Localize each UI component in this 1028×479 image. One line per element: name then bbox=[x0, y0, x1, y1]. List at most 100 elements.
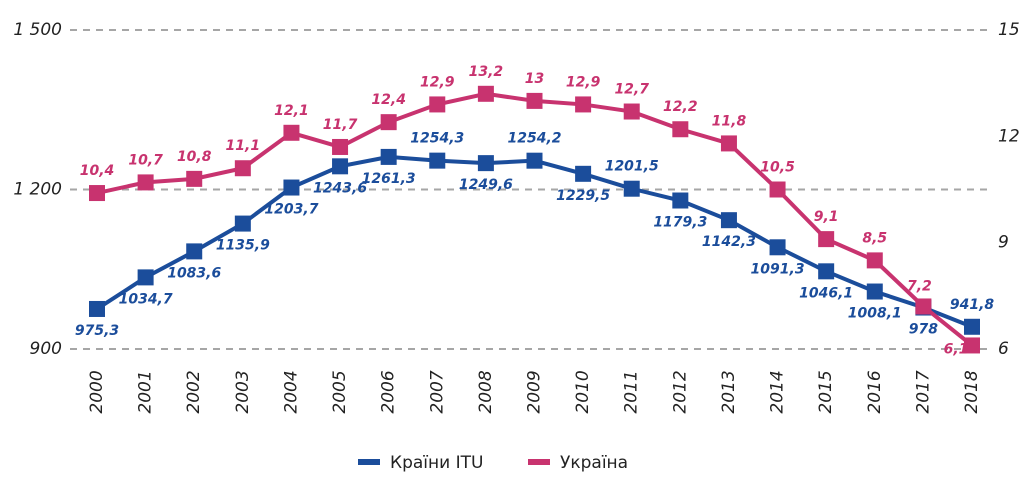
marker bbox=[964, 337, 980, 354]
data-label: 9,1 bbox=[814, 209, 839, 225]
x-tick-label: 2002 bbox=[184, 370, 204, 413]
marker bbox=[137, 269, 154, 286]
marker bbox=[477, 155, 494, 172]
x-tick-label: 2006 bbox=[379, 370, 399, 413]
y2-tick-label: 15 bbox=[998, 20, 1020, 40]
data-label: 12,1 bbox=[274, 103, 309, 119]
marker bbox=[234, 160, 251, 177]
data-label: 12,9 bbox=[566, 74, 601, 90]
y-tick-label: 900 bbox=[30, 339, 62, 359]
data-label: 13 bbox=[525, 71, 544, 87]
marker bbox=[818, 263, 835, 280]
marker bbox=[186, 170, 203, 187]
data-label: 1034,7 bbox=[119, 291, 173, 307]
data-label: 1091,3 bbox=[751, 261, 805, 277]
data-label: 6,1 bbox=[944, 341, 969, 357]
marker bbox=[720, 212, 737, 229]
data-label: 1254,2 bbox=[507, 131, 561, 147]
data-label: 1203,7 bbox=[264, 202, 318, 218]
marker bbox=[720, 135, 737, 152]
x-tick-label: 2015 bbox=[816, 370, 836, 413]
data-label: 1179,3 bbox=[653, 215, 707, 231]
data-label: 12,4 bbox=[371, 92, 406, 108]
marker bbox=[137, 174, 154, 191]
data-label: 978 bbox=[909, 322, 938, 338]
marker bbox=[769, 239, 786, 256]
x-tick-label: 2010 bbox=[573, 370, 593, 413]
legend-label: Україна bbox=[560, 453, 628, 473]
data-label: 11,1 bbox=[226, 138, 261, 154]
marker bbox=[332, 138, 349, 155]
data-label: 10,4 bbox=[80, 163, 115, 179]
marker bbox=[526, 152, 543, 169]
x-tick-label: 2018 bbox=[962, 370, 982, 413]
y2-tick-label: 9 bbox=[998, 233, 1009, 253]
x-tick-label: 2009 bbox=[525, 370, 545, 413]
x-tick-label: 2014 bbox=[768, 370, 788, 413]
data-label: 8,5 bbox=[862, 230, 887, 246]
data-label: 1229,5 bbox=[556, 188, 610, 204]
x-tick-label: 2007 bbox=[427, 370, 447, 413]
data-label: 12,9 bbox=[420, 74, 455, 90]
x-tick-label: 2005 bbox=[330, 370, 350, 413]
x-tick-label: 2003 bbox=[233, 370, 253, 413]
marker bbox=[186, 243, 203, 260]
data-label: 13,2 bbox=[469, 64, 504, 80]
y-tick-label: 1 500 bbox=[13, 20, 62, 40]
data-label: 12,7 bbox=[614, 82, 649, 98]
marker bbox=[769, 181, 786, 198]
data-label: 1046,1 bbox=[799, 285, 853, 301]
data-label: 10,7 bbox=[128, 152, 163, 168]
marker bbox=[818, 231, 835, 248]
legend-swatch bbox=[358, 459, 380, 465]
marker bbox=[672, 121, 689, 138]
x-tick-label: 2001 bbox=[136, 370, 156, 413]
marker bbox=[672, 192, 689, 209]
data-label: 1261,3 bbox=[362, 171, 416, 187]
data-label: 1254,3 bbox=[410, 131, 464, 147]
x-tick-label: 2012 bbox=[670, 370, 690, 413]
marker bbox=[380, 148, 397, 165]
legend-swatch bbox=[528, 459, 550, 465]
marker bbox=[429, 96, 446, 113]
data-label: 10,8 bbox=[177, 149, 212, 165]
marker bbox=[915, 298, 932, 315]
data-label: 1008,1 bbox=[848, 306, 902, 322]
data-label: 1249,6 bbox=[459, 177, 513, 193]
marker bbox=[526, 92, 543, 109]
marker bbox=[866, 252, 883, 269]
x-tick-label: 2000 bbox=[87, 370, 107, 413]
data-label: 941,8 bbox=[950, 297, 995, 313]
marker bbox=[866, 283, 883, 300]
data-label: 1083,6 bbox=[167, 265, 221, 281]
marker bbox=[964, 318, 980, 335]
data-label: 1243,6 bbox=[313, 180, 367, 196]
marker bbox=[283, 179, 300, 196]
marker bbox=[332, 158, 349, 175]
marker bbox=[575, 96, 592, 113]
marker bbox=[380, 114, 397, 131]
x-tick-label: 2008 bbox=[476, 370, 496, 413]
marker bbox=[623, 103, 640, 120]
marker bbox=[283, 124, 300, 141]
x-tick-label: 2017 bbox=[913, 370, 933, 413]
data-label: 11,8 bbox=[712, 113, 747, 129]
data-label: 10,5 bbox=[760, 160, 795, 176]
data-label: 1201,5 bbox=[605, 159, 659, 175]
data-label: 12,2 bbox=[663, 99, 698, 115]
x-tick-label: 2011 bbox=[622, 370, 642, 413]
marker bbox=[89, 185, 105, 202]
x-tick-label: 2016 bbox=[865, 370, 885, 413]
x-tick-label: 2013 bbox=[719, 370, 739, 413]
data-label: 1135,9 bbox=[216, 238, 270, 254]
data-label: 1142,3 bbox=[702, 234, 756, 250]
y2-tick-label: 6 bbox=[998, 339, 1009, 359]
marker bbox=[429, 152, 446, 169]
legend-label: Країни ITU bbox=[390, 453, 483, 473]
marker bbox=[623, 180, 640, 197]
data-label: 11,7 bbox=[323, 117, 358, 133]
y2-tick-label: 12 bbox=[998, 126, 1020, 146]
marker bbox=[89, 300, 105, 317]
y-tick-label: 1 200 bbox=[13, 180, 62, 200]
